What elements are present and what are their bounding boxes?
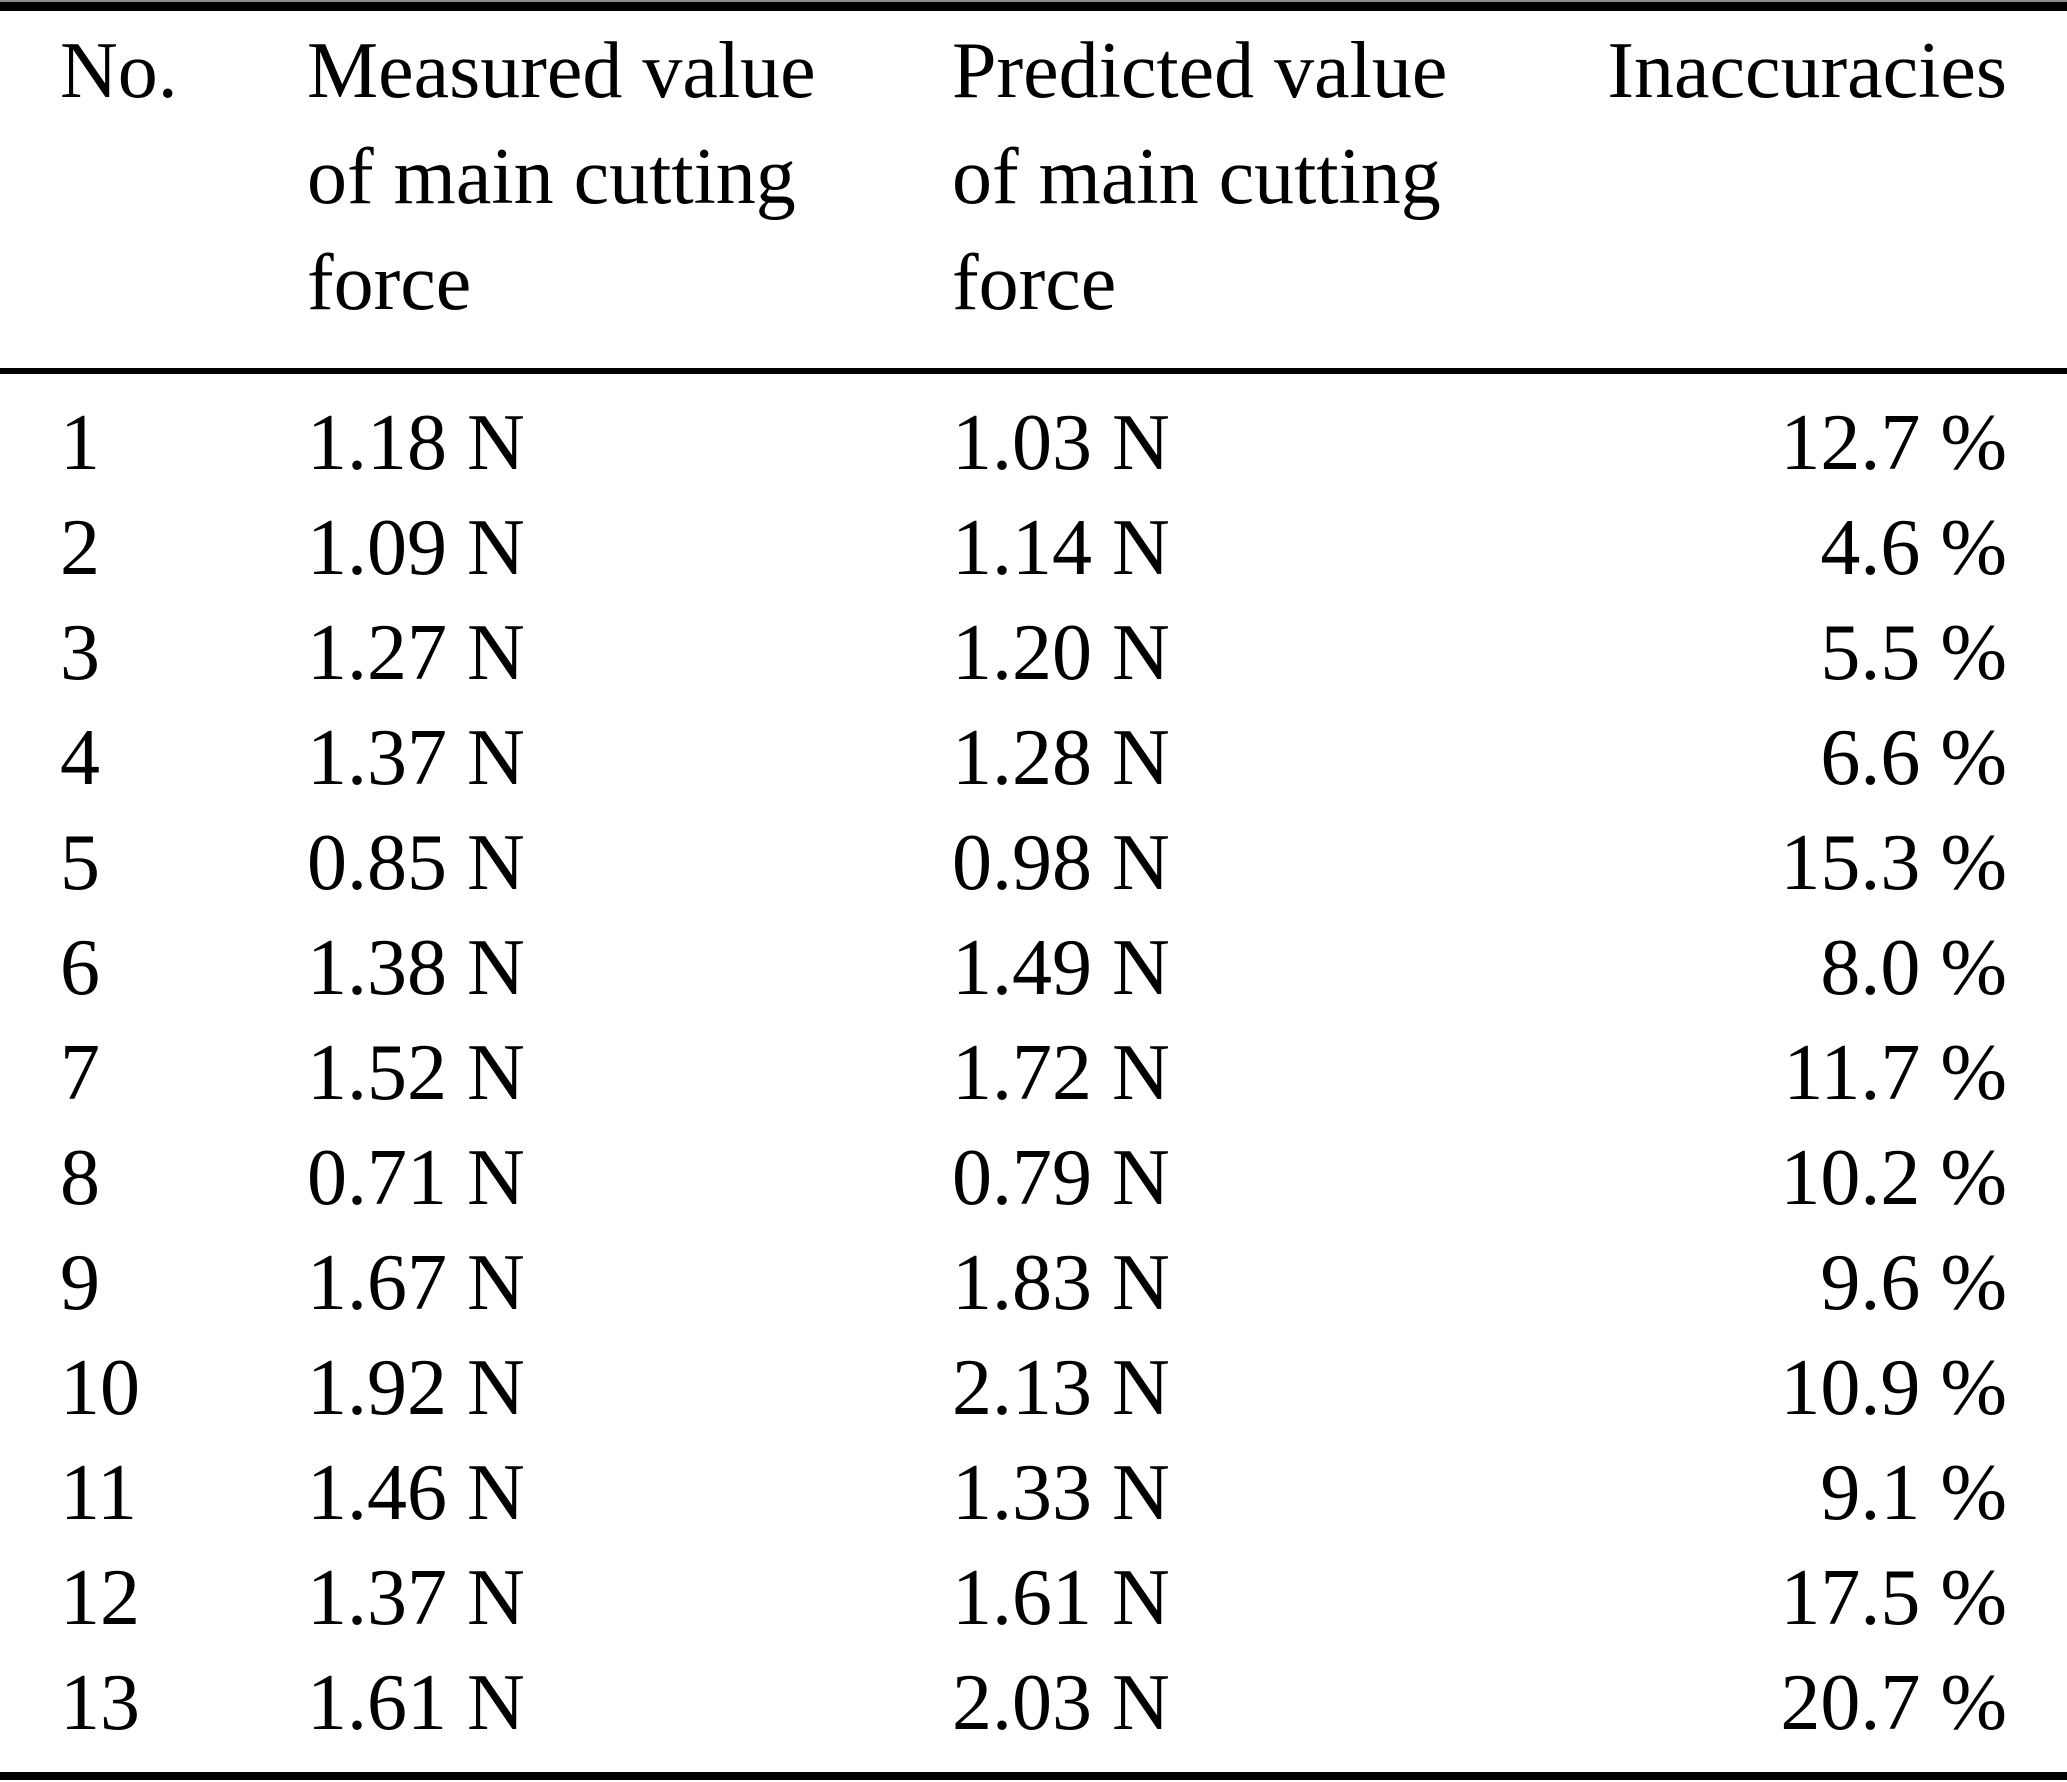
inaccuracy-cell: 20.7 % (1780, 1659, 2007, 1747)
predicted-value-cell: 2.13 N (952, 1344, 1170, 1432)
predicted-value-cell: 1.20 N (952, 609, 1170, 697)
measured-value-cell: 1.18 N (307, 399, 525, 487)
predicted-value-cell: 1.03 N (952, 399, 1170, 487)
inaccuracy-cell: 8.0 % (1820, 924, 2007, 1012)
table-row: 5 0.85 N 0.98 N 15.3 % (0, 811, 2067, 916)
measured-value-cell: 1.37 N (307, 1554, 525, 1642)
table-body: 1 1.18 N 1.03 N 12.7 % 2 1.09 N 1.14 N 4.6 % 3 1.… (0, 374, 2067, 1772)
table-row: 6 1.38 N 1.49 N 8.0 % (0, 916, 2067, 1021)
inaccuracy-cell: 9.1 % (1820, 1449, 2007, 1537)
table-row: 4 1.37 N 1.28 N 6.6 % (0, 706, 2067, 811)
measured-value-cell: 0.71 N (307, 1134, 525, 1222)
inaccuracy-cell: 17.5 % (1780, 1554, 2007, 1642)
predicted-value-cell: 0.98 N (952, 819, 1170, 907)
bottom-rule (0, 1772, 2067, 1780)
column-header-inaccuracies: Inaccuracies (1607, 27, 2007, 115)
row-number-cell: 2 (60, 504, 100, 592)
predicted-value-cell: 0.79 N (952, 1134, 1170, 1222)
table-row: 13 1.61 N 2.03 N 20.7 % (0, 1651, 2067, 1756)
inaccuracy-cell: 15.3 % (1780, 819, 2007, 907)
row-number-cell: 7 (60, 1029, 100, 1117)
inaccuracy-cell: 12.7 % (1780, 399, 2007, 487)
measured-value-cell: 1.67 N (307, 1239, 525, 1327)
inaccuracy-cell: 5.5 % (1820, 609, 2007, 697)
row-number-cell: 9 (60, 1239, 100, 1327)
measured-value-cell: 1.37 N (307, 714, 525, 802)
row-number-cell: 10 (60, 1344, 140, 1432)
measured-value-cell: 1.27 N (307, 609, 525, 697)
inaccuracy-cell: 10.2 % (1780, 1134, 2007, 1222)
predicted-value-cell: 1.61 N (952, 1554, 1170, 1642)
predicted-value-cell: 1.14 N (952, 504, 1170, 592)
row-number-cell: 3 (60, 609, 100, 697)
table-row: 1 1.18 N 1.03 N 12.7 % (0, 391, 2067, 496)
table-row: 7 1.52 N 1.72 N 11.7 % (0, 1021, 2067, 1126)
row-number-cell: 5 (60, 819, 100, 907)
row-number-cell: 11 (60, 1449, 138, 1537)
measured-value-cell: 1.52 N (307, 1029, 525, 1117)
table-header: No. Measured value of main cutting force… (0, 11, 2067, 368)
row-number-cell: 4 (60, 714, 100, 802)
table-row: 11 1.46 N 1.33 N 9.1 % (0, 1441, 2067, 1546)
top-rule-thick (0, 2, 2067, 11)
predicted-value-cell: 2.03 N (952, 1659, 1170, 1747)
predicted-value-cell: 1.49 N (952, 924, 1170, 1012)
row-number-cell: 8 (60, 1134, 100, 1222)
table-row: 3 1.27 N 1.20 N 5.5 % (0, 601, 2067, 706)
header-rule (0, 368, 2067, 374)
predicted-value-cell: 1.28 N (952, 714, 1170, 802)
row-number-cell: 6 (60, 924, 100, 1012)
measured-value-cell: 1.38 N (307, 924, 525, 1012)
measured-value-cell: 1.92 N (307, 1344, 525, 1432)
predicted-value-cell: 1.33 N (952, 1449, 1170, 1537)
predicted-value-cell: 1.72 N (952, 1029, 1170, 1117)
inaccuracy-cell: 4.6 % (1820, 504, 2007, 592)
inaccuracy-cell: 11.7 % (1783, 1029, 2007, 1117)
measured-value-cell: 1.61 N (307, 1659, 525, 1747)
column-header-predicted-value: Predicted value of main cutting force (952, 27, 1448, 327)
table-row: 12 1.37 N 1.61 N 17.5 % (0, 1546, 2067, 1651)
measured-value-cell: 1.09 N (307, 504, 525, 592)
table-row: 2 1.09 N 1.14 N 4.6 % (0, 496, 2067, 601)
column-header-no: No. (60, 27, 178, 115)
inaccuracy-cell: 9.6 % (1820, 1239, 2007, 1327)
inaccuracy-cell: 10.9 % (1780, 1344, 2007, 1432)
table-row: 9 1.67 N 1.83 N 9.6 % (0, 1231, 2067, 1336)
row-number-cell: 12 (60, 1554, 140, 1642)
table-row: 10 1.92 N 2.13 N 10.9 % (0, 1336, 2067, 1441)
measured-value-cell: 1.46 N (307, 1449, 525, 1537)
column-header-measured-value: Measured value of main cutting force (307, 27, 816, 327)
measured-value-cell: 0.85 N (307, 819, 525, 907)
predicted-value-cell: 1.83 N (952, 1239, 1170, 1327)
row-number-cell: 13 (60, 1659, 140, 1747)
row-number-cell: 1 (60, 399, 100, 487)
inaccuracy-cell: 6.6 % (1820, 714, 2007, 802)
top-rule-thin (0, 0, 2067, 2)
table-row: 8 0.71 N 0.79 N 10.2 % (0, 1126, 2067, 1231)
